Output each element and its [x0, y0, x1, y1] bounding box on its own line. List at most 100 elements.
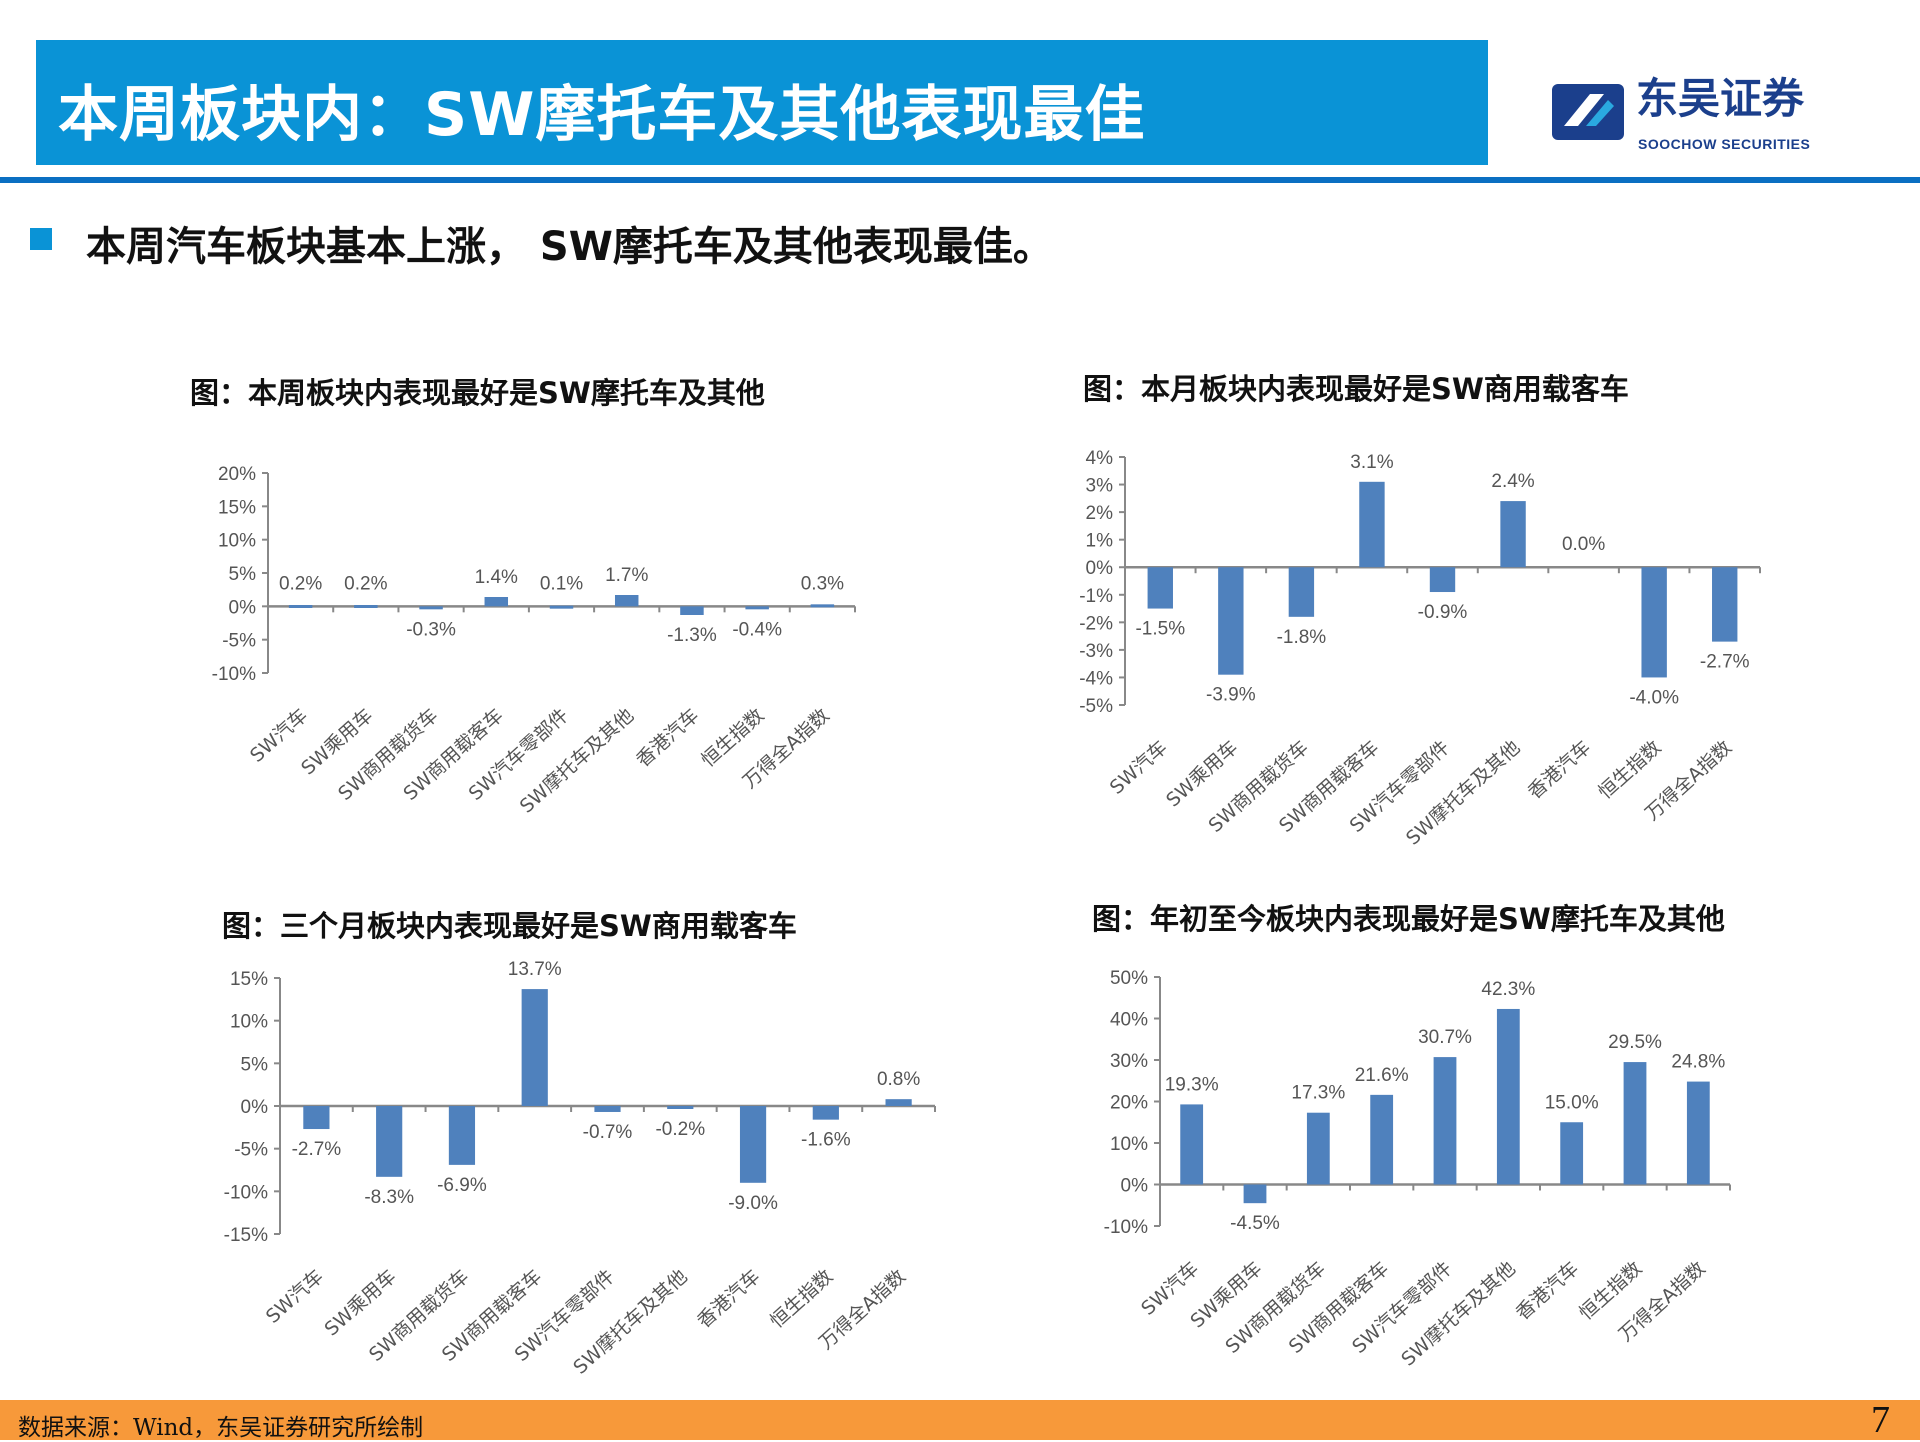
y-tick-label: 15%	[230, 969, 268, 990]
data-label: -0.3%	[406, 619, 456, 640]
bar	[667, 1106, 694, 1109]
y-tick-label: 15%	[218, 497, 256, 518]
y-tick-label: -5%	[234, 1140, 268, 1161]
bar	[484, 597, 509, 607]
bar	[1712, 567, 1738, 642]
category-label: SW摩托车及其他	[1397, 1257, 1519, 1370]
bar	[521, 989, 548, 1106]
category-label: 香港汽车	[693, 1265, 764, 1332]
y-tick-label: 5%	[229, 564, 257, 585]
page-title: 本周板块内：SW摩托车及其他表现最佳	[58, 80, 1146, 150]
bar	[1243, 1184, 1267, 1204]
y-tick-label: -1%	[1079, 586, 1113, 607]
data-label: -4.5%	[1230, 1213, 1280, 1234]
bar	[885, 1099, 912, 1106]
data-label: 0.2%	[279, 573, 322, 594]
data-label: 1.7%	[605, 565, 648, 586]
bar	[1433, 1057, 1457, 1185]
category-label: 香港汽车	[1524, 736, 1595, 803]
y-tick-label: 20%	[1110, 1093, 1148, 1114]
y-tick-label: -2%	[1079, 613, 1113, 634]
bar	[810, 604, 835, 608]
chart-3: 50%40%30%20%10%0%-10%19.3%SW汽车-4.5%SW乘用车…	[1104, 968, 1731, 1371]
data-label: -1.5%	[1135, 619, 1185, 640]
data-label: 24.8%	[1671, 1052, 1725, 1073]
category-label: 恒生指数	[1594, 736, 1665, 803]
y-tick-label: 40%	[1110, 1010, 1148, 1031]
data-label: -3.9%	[1206, 685, 1256, 706]
data-label: 2.4%	[1491, 471, 1534, 492]
bar	[680, 606, 704, 615]
category-label: SW摩托车及其他	[516, 704, 638, 817]
bar	[419, 606, 443, 610]
y-tick-label: 3%	[1086, 476, 1114, 497]
header-divider	[0, 177, 1920, 183]
bar	[288, 605, 313, 608]
category-label: SW汽车	[1106, 736, 1172, 798]
page-number: 7	[1871, 1399, 1890, 1441]
data-source: 数据来源：Wind，东吴证券研究所绘制	[18, 1415, 424, 1441]
data-label: 19.3%	[1165, 1074, 1219, 1095]
data-label: 30.7%	[1418, 1027, 1472, 1048]
y-tick-label: -15%	[224, 1225, 268, 1246]
bar	[1370, 1094, 1394, 1185]
y-tick-label: -3%	[1079, 641, 1113, 662]
y-tick-label: 4%	[1086, 448, 1114, 469]
y-tick-label: 10%	[218, 531, 256, 552]
data-label: -0.4%	[732, 619, 782, 640]
y-tick-label: 20%	[218, 464, 256, 485]
bar	[1623, 1062, 1647, 1185]
y-tick-label: 30%	[1110, 1051, 1148, 1072]
data-label: -1.8%	[1277, 627, 1327, 648]
data-label: 0.8%	[877, 1069, 920, 1090]
data-label: 1.4%	[475, 567, 518, 588]
logo: 东吴证券 SOOCHOW SECURITIES	[1550, 74, 1850, 160]
bar	[739, 1106, 767, 1183]
subtitle: 本周汽车板块基本上涨， SW摩托车及其他表现最佳。	[86, 224, 1053, 270]
data-label: -2.7%	[292, 1139, 342, 1160]
data-label: 0.3%	[801, 573, 844, 594]
data-label: -6.9%	[437, 1175, 487, 1196]
y-tick-label: -4%	[1079, 668, 1113, 689]
chart-2: 15%10%5%0%-5%-10%-15%-2.7%SW汽车-8.3%SW乘用车…	[224, 959, 936, 1379]
chart-title-week: 图：本周板块内表现最好是SW摩托车及其他	[190, 376, 765, 410]
y-tick-label: -10%	[224, 1182, 268, 1203]
category-label: 香港汽车	[632, 704, 703, 771]
data-label: -4.0%	[1629, 687, 1679, 708]
y-tick-label: 0%	[1086, 558, 1114, 579]
bar	[1429, 567, 1456, 593]
y-tick-label: 0%	[229, 597, 257, 618]
chart-1: 4%3%2%1%0%-1%-2%-3%-4%-5%-1.5%SW汽车-3.9%S…	[1079, 448, 1761, 850]
data-label: -8.3%	[364, 1187, 414, 1208]
logo-text-cn: 东吴证券	[1636, 74, 1805, 123]
y-tick-label: 5%	[241, 1054, 269, 1075]
data-label: 3.1%	[1350, 452, 1393, 473]
category-label: 香港汽车	[1512, 1257, 1583, 1324]
data-label: -2.7%	[1700, 652, 1750, 673]
data-label: 15.0%	[1545, 1092, 1599, 1113]
bar	[1496, 1008, 1520, 1185]
y-tick-label: 0%	[241, 1097, 269, 1118]
data-label: 0.2%	[344, 573, 387, 594]
chart-title-month: 图：本月板块内表现最好是SW商用载客车	[1083, 372, 1629, 406]
bar	[448, 1106, 476, 1165]
category-label: SW汽车	[262, 1265, 328, 1327]
chart-title-3month: 图：三个月板块内表现最好是SW商用载客车	[222, 909, 797, 943]
data-label: 29.5%	[1608, 1032, 1662, 1053]
bar	[1500, 501, 1526, 568]
bar	[1641, 567, 1667, 678]
chart-title-ytd: 图：年初至今板块内表现最好是SW摩托车及其他	[1092, 902, 1725, 936]
bar	[812, 1106, 839, 1120]
data-label: -0.7%	[583, 1122, 633, 1143]
y-tick-label: 1%	[1086, 531, 1114, 552]
bar	[594, 1106, 621, 1112]
data-label: -9.0%	[728, 1193, 778, 1214]
footer: 数据来源：Wind，东吴证券研究所绘制 7	[0, 1399, 1920, 1441]
y-tick-label: 10%	[1110, 1134, 1148, 1155]
data-label: -0.2%	[655, 1119, 705, 1140]
data-label: 17.3%	[1291, 1083, 1345, 1104]
bar	[549, 605, 574, 609]
title-bar: 本周板块内：SW摩托车及其他表现最佳	[36, 40, 1488, 165]
bar	[1218, 567, 1244, 675]
